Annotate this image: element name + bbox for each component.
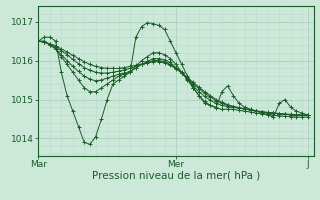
X-axis label: Pression niveau de la mer( hPa ): Pression niveau de la mer( hPa ) [92,171,260,181]
